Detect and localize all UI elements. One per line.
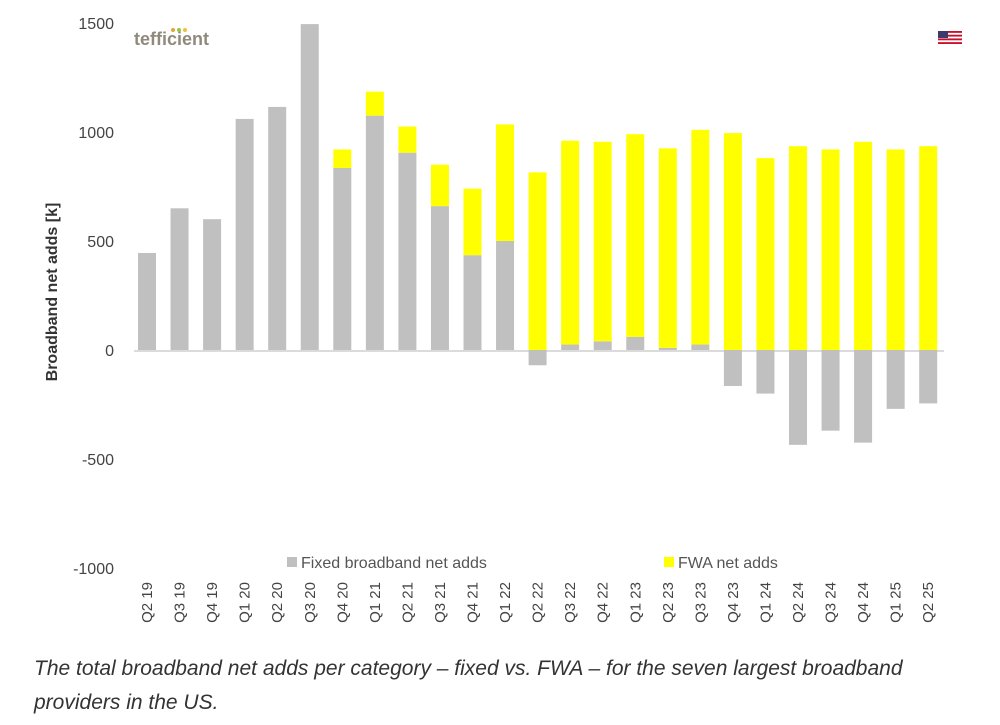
bar-fwa	[821, 149, 840, 350]
x-tick-label: Q3 23	[692, 582, 709, 623]
bar-fwa	[854, 141, 873, 350]
x-tick-label: Q1 22	[497, 582, 514, 623]
bar-fixed	[365, 115, 384, 351]
x-tick-label: Q1 23	[627, 582, 644, 623]
x-tick-label: Q2 25	[920, 582, 937, 623]
bar-fwa	[561, 140, 580, 345]
x-tick-label: Q2 22	[530, 582, 547, 623]
y-tick-label: 1500	[78, 16, 114, 33]
x-tick-label: Q2 20	[269, 582, 286, 623]
us-flag-icon	[938, 31, 962, 44]
x-tick-label: Q1 25	[888, 582, 905, 623]
bar-fixed	[756, 350, 775, 394]
bars	[138, 24, 938, 445]
x-tick-label: Q1 24	[757, 582, 774, 623]
bar-fixed	[593, 341, 612, 350]
bar-fixed	[138, 252, 156, 350]
x-tick-label: Q3 21	[432, 582, 449, 623]
y-tick-label: -1000	[73, 561, 114, 578]
bar-fixed	[333, 167, 352, 350]
bar-fwa	[528, 172, 547, 350]
bar-fixed	[658, 347, 677, 350]
x-tick-label: Q3 24	[823, 582, 840, 623]
bar-fwa	[919, 146, 938, 350]
bar-fwa	[723, 133, 742, 350]
bar-fwa	[430, 164, 449, 207]
bar-fixed	[789, 350, 807, 445]
y-tick-label: 0	[105, 343, 114, 360]
x-tick-label: Q2 19	[139, 582, 156, 623]
bar-fixed	[496, 241, 515, 350]
bar-fixed	[235, 118, 254, 350]
y-tick-label: -500	[82, 452, 114, 469]
x-tick-label: Q4 24	[855, 582, 872, 623]
bar-fixed	[854, 350, 873, 443]
chart: tefficient Broadband net adds [k] 1500 10…	[44, 16, 962, 623]
bar-fwa	[365, 91, 384, 116]
y-axis-ticks: 1500 1000 500 0 -500 -1000	[73, 16, 114, 578]
bar-fwa	[333, 149, 352, 168]
x-tick-label: Q1 20	[237, 582, 254, 623]
legend-swatch-fwa	[664, 557, 674, 567]
logo-dot-orange	[171, 28, 175, 32]
x-tick-label: Q3 22	[562, 582, 579, 623]
bar-fixed	[723, 350, 742, 386]
bar-fixed	[170, 208, 189, 350]
bar-fixed	[626, 336, 645, 350]
x-tick-label: Q4 22	[595, 582, 612, 623]
legend-label-fixed: Fixed broadband net adds	[301, 555, 487, 572]
bar-fixed	[430, 206, 449, 350]
bar-fixed	[300, 24, 319, 351]
bar-fwa	[691, 129, 710, 345]
x-axis-labels: Q2 19 Q3 19 Q4 19 Q1 20 Q2 20 Q3 20 Q4 20 Q1 21…	[139, 582, 937, 623]
bar-fixed	[919, 350, 938, 404]
bar-fixed	[463, 255, 482, 350]
logo-dot-green	[177, 28, 181, 32]
logo-dot-yellow	[183, 28, 187, 32]
bar-fwa	[886, 149, 905, 350]
bar-fwa	[756, 158, 775, 350]
x-tick-label: Q3 20	[302, 582, 319, 623]
x-tick-label: Q2 24	[790, 582, 807, 623]
bar-fixed	[398, 152, 417, 350]
figure-caption: The total broadband net adds per categor…	[34, 657, 903, 714]
legend: Fixed broadband net adds FWA net adds	[287, 555, 778, 572]
x-tick-label: Q4 23	[725, 582, 742, 623]
x-tick-label: Q3 19	[172, 582, 189, 623]
bar-fwa	[593, 141, 612, 342]
tefficient-logo: tefficient	[134, 28, 209, 49]
bar-fwa	[626, 134, 645, 337]
bar-fwa	[789, 146, 807, 350]
bar-fwa	[398, 126, 417, 153]
bar-fixed	[886, 350, 905, 409]
y-tick-label: 500	[87, 234, 114, 251]
x-tick-label: Q4 20	[334, 582, 351, 623]
bar-fixed	[821, 350, 840, 431]
bar-fwa	[496, 124, 515, 241]
bar-fixed	[528, 350, 547, 366]
y-tick-label: 1000	[78, 125, 114, 142]
bar-fixed	[268, 106, 287, 351]
bar-fixed	[691, 344, 710, 350]
x-tick-label: Q1 21	[367, 582, 384, 623]
bar-fixed	[561, 344, 580, 350]
x-tick-label: Q4 21	[465, 582, 482, 623]
y-axis-label: Broadband net adds [k]	[44, 203, 61, 382]
x-tick-label: Q2 23	[660, 582, 677, 623]
logo-text: tefficient	[134, 29, 209, 49]
x-tick-label: Q2 21	[399, 582, 416, 623]
bar-fixed	[203, 219, 222, 350]
legend-label-fwa: FWA net adds	[678, 555, 778, 572]
bar-fwa	[463, 188, 482, 256]
legend-swatch-fixed	[287, 557, 297, 567]
x-tick-label: Q4 19	[204, 582, 221, 623]
bar-fwa	[658, 148, 677, 348]
